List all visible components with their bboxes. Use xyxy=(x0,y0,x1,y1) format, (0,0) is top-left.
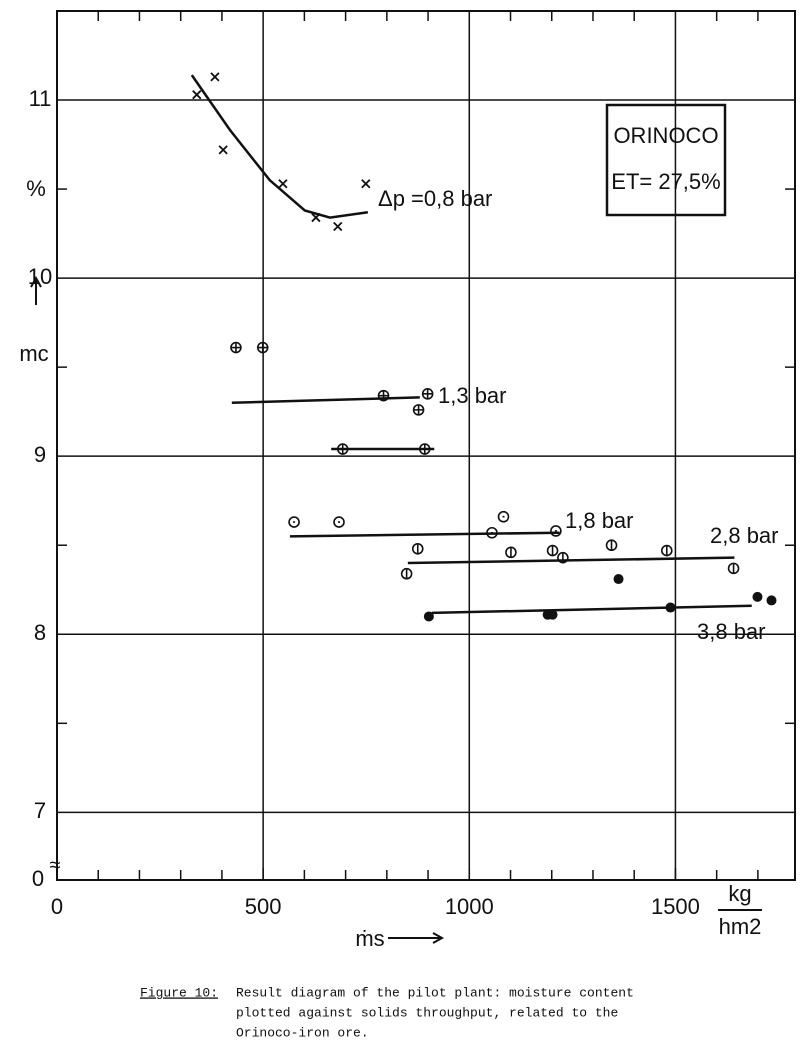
y-break-label: 0 xyxy=(32,866,44,891)
caption: plotted against solids throughput, relat… xyxy=(236,1005,618,1020)
fit-line xyxy=(407,556,735,565)
data-point xyxy=(486,527,498,539)
data-point xyxy=(766,595,777,606)
series-label: 1,3 bar xyxy=(438,383,507,408)
data-point xyxy=(400,567,413,580)
y-tick-label: 7 xyxy=(34,798,46,823)
x-unit: hm2 xyxy=(719,914,762,939)
data-point xyxy=(660,544,673,557)
axis-break: ≈ xyxy=(50,854,61,876)
fit-line xyxy=(190,74,369,219)
data-point xyxy=(361,179,371,189)
data-point xyxy=(546,544,559,557)
data-point xyxy=(333,516,345,528)
data-point xyxy=(311,212,321,223)
fit-line xyxy=(289,531,560,538)
data-point xyxy=(727,562,740,575)
data-point xyxy=(557,551,569,564)
data-point xyxy=(665,602,676,613)
data-point xyxy=(411,543,424,555)
series-label: 3,8 bar xyxy=(697,619,766,644)
y-tick-label: 11 xyxy=(29,86,52,111)
data-point xyxy=(421,388,434,400)
y-tick-label: 10 xyxy=(28,264,52,289)
box-text: ET= 27,5% xyxy=(611,169,720,194)
box-text: ORINOCO xyxy=(613,123,718,148)
caption-label: Figure 10: xyxy=(140,985,218,1000)
data-point xyxy=(605,539,618,551)
x-label: ṁs xyxy=(355,926,384,951)
data-point xyxy=(230,341,242,354)
data-point xyxy=(418,443,431,455)
data-point xyxy=(336,443,349,455)
data-point xyxy=(497,511,510,523)
data-point xyxy=(256,341,269,354)
data-point xyxy=(192,90,202,100)
series-label: 1,8 bar xyxy=(565,508,634,533)
x-unit: kg xyxy=(728,881,751,906)
x-tick-label: 1500 xyxy=(651,894,700,919)
y-arrow xyxy=(30,275,42,288)
data-point xyxy=(377,389,390,402)
data-point xyxy=(218,145,228,155)
x-arrow xyxy=(432,932,445,944)
x-tick-label: 0 xyxy=(51,894,63,919)
data-point xyxy=(423,611,434,622)
y-label: mc xyxy=(19,341,48,366)
caption: Result diagram of the pilot plant: moist… xyxy=(236,985,634,1000)
series-label: 2,8 bar xyxy=(710,523,779,548)
data-point xyxy=(547,609,558,620)
plot-frame xyxy=(56,10,796,881)
data-point xyxy=(613,574,624,585)
data-point xyxy=(278,179,288,189)
x-tick-label: 500 xyxy=(245,894,282,919)
fit-line xyxy=(431,604,752,615)
data-point xyxy=(288,516,300,528)
series-label: Δp =0,8 bar xyxy=(378,186,492,211)
data-point xyxy=(210,72,220,82)
data-point xyxy=(505,546,517,559)
y-tick-label: 8 xyxy=(34,620,46,645)
fit-line xyxy=(231,396,420,405)
data-point xyxy=(333,221,343,232)
data-point xyxy=(550,525,562,537)
caption: Orinoco-iron ore. xyxy=(236,1025,369,1040)
legend-box xyxy=(605,103,727,217)
data-point xyxy=(752,591,763,602)
x-tick-label: 1000 xyxy=(445,894,494,919)
y-tick-label: 9 xyxy=(34,442,46,467)
y-unit: % xyxy=(26,176,46,201)
data-point xyxy=(412,404,425,416)
